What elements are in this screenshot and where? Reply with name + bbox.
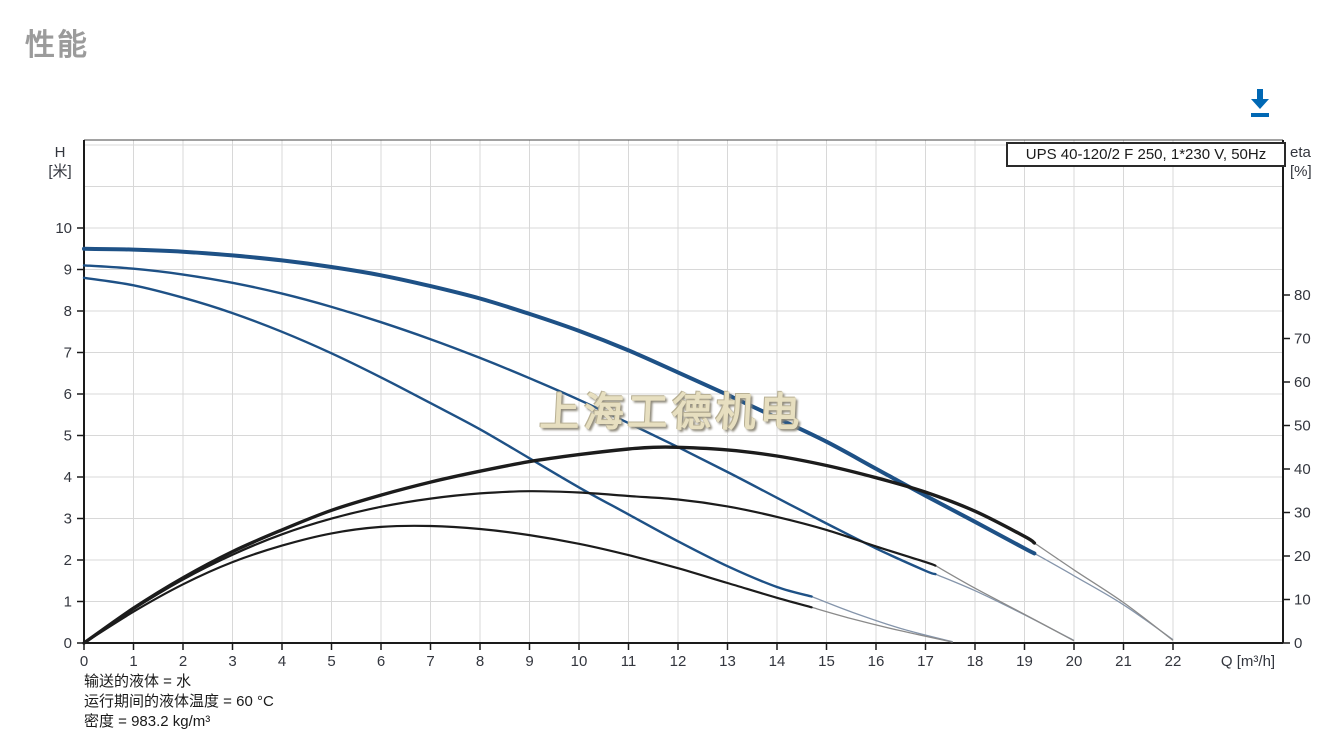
y-left-tick-label: 1 (64, 594, 72, 611)
x-tick-label: 7 (426, 653, 434, 670)
x-tick-label: 12 (670, 653, 687, 670)
x-tick-label: 16 (868, 653, 885, 670)
pump-model-label: UPS 40-120/2 F 250, 1*230 V, 50Hz (1006, 142, 1286, 167)
x-tick-label: 9 (525, 653, 533, 670)
download-button[interactable] (1243, 84, 1277, 124)
x-tick-label: 2 (179, 653, 187, 670)
y-left-tick-label: 10 (55, 220, 72, 237)
right-axis-title-unit: [%] (1290, 163, 1312, 180)
right-axis-title-symbol: eta (1290, 144, 1311, 161)
y-left-tick-label: 0 (64, 635, 72, 652)
eta-speed-1-extension (811, 606, 953, 643)
left-axis-title-symbol: H (54, 144, 66, 161)
chart-footnotes: 输送的液体 = 水 运行期间的液体温度 = 60 °C 密度 = 983.2 k… (84, 672, 274, 732)
eta-speed-2-extension (935, 565, 1075, 642)
eta-speed-1-curve (82, 524, 813, 645)
y-left-tick-label: 9 (64, 262, 72, 279)
y-left-tick-label: 5 (64, 428, 72, 445)
x-tick-label: 21 (1115, 653, 1132, 670)
x-tick-label: 17 (917, 653, 934, 670)
eta-speed-3-extension (1034, 542, 1174, 641)
left-axis-title-unit: [米] (48, 163, 72, 180)
y-right-tick-label: 80 (1294, 287, 1311, 304)
y-left-tick-label: 7 (64, 345, 72, 362)
head-speed-3-extension (1034, 552, 1174, 641)
x-tick-label: 18 (967, 653, 984, 670)
left-axis-title: H [米] (38, 143, 82, 181)
x-tick-label: 4 (278, 653, 286, 670)
footnote-density: 密度 = 983.2 kg/m³ (84, 713, 211, 730)
y-right-tick-label: 20 (1294, 548, 1311, 565)
page-title: 性能 (25, 29, 89, 62)
right-axis-title: eta [%] (1290, 143, 1334, 181)
head-speed-1-curve (82, 276, 813, 598)
y-left-tick-label: 3 (64, 511, 72, 528)
eta-speed-2-curve (82, 490, 937, 645)
x-tick-label: 11 (621, 653, 637, 670)
head-speed-2-extension (935, 573, 1075, 642)
x-tick-label: 20 (1066, 653, 1083, 670)
y-right-tick-label: 40 (1294, 461, 1311, 478)
y-right-tick-label: 60 (1294, 374, 1311, 391)
x-tick-label: 1 (129, 653, 137, 670)
head-speed-2-curve (82, 264, 937, 576)
watermark: 上海工德机电 (538, 389, 806, 436)
head-speed-1-extension (811, 595, 953, 643)
download-icon (1251, 89, 1269, 117)
y-left-tick-label: 8 (64, 303, 72, 320)
x-tick-label: 13 (719, 653, 736, 670)
y-left-tick-label: 4 (64, 469, 72, 486)
y-left-tick-label: 2 (64, 552, 72, 569)
x-tick-label: 14 (769, 653, 786, 670)
y-right-tick-label: 50 (1294, 418, 1311, 435)
x-tick-label: 15 (818, 653, 835, 670)
x-tick-label: 5 (327, 653, 335, 670)
y-right-tick-label: 0 (1294, 635, 1302, 652)
y-left-tick-label: 6 (64, 386, 72, 403)
y-right-tick-label: 30 (1294, 505, 1311, 522)
footnote-liquid-temperature: 运行期间的液体温度 = 60 °C (84, 693, 274, 710)
x-tick-label: 22 (1165, 653, 1182, 670)
x-tick-label: 8 (476, 653, 484, 670)
y-right-tick-label: 70 (1294, 331, 1311, 348)
x-tick-label: 6 (377, 653, 385, 670)
x-tick-label: 0 (80, 653, 88, 670)
y-right-tick-label: 10 (1294, 592, 1311, 609)
eta-speed-3-curve (82, 445, 1037, 645)
x-tick-label: 3 (228, 653, 236, 670)
x-tick-label: 10 (571, 653, 588, 670)
x-tick-label: 19 (1016, 653, 1033, 670)
x-axis-label: Q [m³/h] (1221, 653, 1275, 670)
footnote-pumped-liquid: 输送的液体 = 水 (84, 673, 192, 690)
